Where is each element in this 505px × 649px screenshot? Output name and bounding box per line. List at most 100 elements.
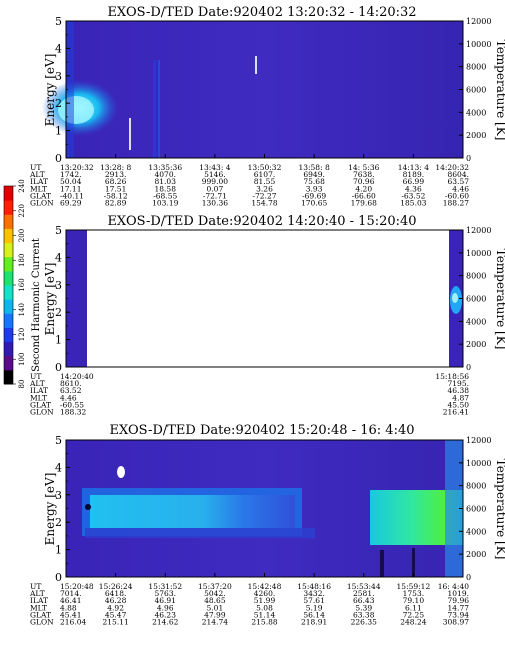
ephemeris-value: 3.93 — [306, 184, 323, 193]
panel-3-title: EXOS-D/TED Date:920402 15:20:48 - 16: 4:… — [110, 423, 415, 438]
y-tick-label: 0 — [55, 361, 62, 374]
ephemeris-value: 2581. — [353, 589, 374, 598]
panel-1-title: EXOS-D/TED Date:920402 13:20:32 - 14:20:… — [107, 5, 416, 20]
ephemeris-value: -72.27 — [252, 191, 276, 200]
y-tick-label: 2 — [55, 97, 62, 110]
y-tick-label: 3 — [55, 279, 62, 292]
panel-1-spike-1 — [129, 118, 131, 150]
panel-2-yticks: 0 1 2 3 4 5 — [55, 224, 70, 374]
y2-tick-label: 0 — [466, 154, 471, 163]
colorbar-swatch — [4, 256, 13, 272]
ephemeris-row-label: GLON — [30, 618, 54, 627]
panel-3-white-spot — [117, 466, 125, 478]
y2-tick-label: 8000 — [466, 482, 486, 491]
panel-3-ephemeris: UTALTILATMLTGLATGLON15:20:487014.46.414.… — [29, 573, 469, 627]
ephemeris-value: -40.11 — [60, 191, 84, 200]
panel-2-plot-area — [66, 230, 463, 367]
ephemeris-value: 5.08 — [256, 603, 273, 612]
y2-tick-label: 0 — [466, 573, 471, 582]
ephemeris-value: 46.38 — [448, 386, 470, 395]
panel-3-y2label: Temperature [K] — [494, 459, 505, 560]
ephemeris-value: 0.07 — [207, 184, 224, 193]
ephemeris-value: 14.77 — [448, 603, 470, 612]
panel-1-ephemeris: UTALTILATMLTGLATGLON13:20:321742.50.0417… — [29, 154, 469, 208]
y2-tick-label: 8000 — [466, 63, 486, 72]
ephemeris-value: 63.38 — [353, 610, 375, 619]
ephemeris-value: 46.41 — [60, 596, 81, 605]
ephemeris-value: 18.58 — [155, 184, 177, 193]
ephemeris-value: 50.04 — [60, 177, 82, 186]
colorbar-swatch — [4, 313, 13, 328]
panel-1-streak-2 — [158, 60, 160, 158]
panel-2-title: EXOS-D/TED Date:920402 14:20:40 - 15:20:… — [107, 214, 416, 229]
y2-tick-label: 6000 — [466, 295, 486, 304]
y-tick-label: 0 — [55, 152, 62, 165]
ephemeris-value: 46.28 — [105, 596, 127, 605]
ephemeris-value: 15:37:20 — [198, 582, 232, 591]
colorbar-label: Second Harmonic Current — [31, 238, 42, 372]
colorbar-swatch — [4, 228, 13, 244]
colorbar-swatch — [4, 341, 13, 357]
panel-1-y2ticks: 0 2000 4000 6000 8000 10000 12000 — [459, 17, 491, 163]
ephemeris-row-label: ILAT — [30, 177, 48, 186]
y2-tick-label: 2000 — [466, 131, 486, 140]
ephemeris-value: 13:20:32 — [60, 163, 94, 172]
panel-1-yticks: 0 1 2 3 4 5 — [55, 15, 70, 165]
panel-1-spike-2 — [255, 56, 257, 74]
ephemeris-value: 154.78 — [251, 199, 277, 208]
colorbar-tick-label: 160 — [18, 278, 26, 291]
y2-tick-label: 4000 — [466, 527, 486, 536]
ephemeris-value: 4.36 — [405, 184, 422, 193]
ephemeris-value: 5763. — [155, 589, 176, 598]
ephemeris-value: 188.32 — [60, 408, 86, 417]
ephemeris-value: 999.00 — [202, 177, 228, 186]
y-tick-label: 5 — [55, 15, 62, 28]
panel-2: EXOS-D/TED Date:920402 14:20:40 - 15:20:… — [29, 214, 505, 417]
ephemeris-value: 5.39 — [355, 603, 372, 612]
colorbar-swatch — [4, 270, 13, 286]
ephemeris-value: 14: 5:36 — [348, 163, 380, 172]
ephemeris-value: 15:48:16 — [297, 582, 331, 591]
panel-1-y2label: Temperature [K] — [494, 40, 505, 141]
ephemeris-value: -66.60 — [352, 191, 376, 200]
ephemeris-row-label: MLT — [30, 393, 47, 402]
ephemeris-value: 216.41 — [443, 408, 469, 417]
ephemeris-value: 68.26 — [105, 177, 127, 186]
ephemeris-value: 47.99 — [204, 610, 226, 619]
ephemeris-value: 15:42:48 — [248, 582, 282, 591]
ephemeris-value: 7195. — [448, 379, 469, 388]
ephemeris-value: 79.10 — [403, 596, 425, 605]
ephemeris-value: 69.29 — [60, 199, 82, 208]
ephemeris-value: 82.89 — [105, 199, 127, 208]
panel-3-dark-streak-2 — [412, 548, 415, 577]
panel-2-ylabel: Energy [eV] — [43, 263, 57, 336]
ephemeris-value: 4260. — [254, 589, 275, 598]
ephemeris-value: 188.27 — [443, 199, 469, 208]
ephemeris-value: 215.11 — [103, 618, 129, 627]
ephemeris-value: 13:50:32 — [248, 163, 282, 172]
panel-3-dark-streak — [380, 550, 384, 577]
ephemeris-value: 15:53:44 — [347, 582, 381, 591]
ephemeris-value: -68.55 — [153, 191, 177, 200]
panel-3-plot-area — [66, 440, 463, 577]
panel-1: EXOS-D/TED Date:920402 13:20:32 - 14:20:… — [29, 5, 505, 208]
ephemeris-value: 6107. — [254, 170, 275, 179]
colorbar-tick-label: 140 — [18, 303, 26, 316]
ephemeris-value: 8610. — [60, 379, 81, 388]
ephemeris-row-label: ALT — [29, 170, 45, 179]
ephemeris-value: 45.47 — [105, 610, 127, 619]
ephemeris-value: 170.65 — [301, 199, 327, 208]
y2-tick-label: 12000 — [466, 436, 491, 445]
ephemeris-value: 72.25 — [403, 610, 425, 619]
colorbar-ticks: 80 100 120 140 160 180 200 220 240 — [13, 179, 26, 388]
ephemeris-value: 5.19 — [306, 603, 323, 612]
ephemeris-value: 218.91 — [301, 618, 327, 627]
ephemeris-value: 46.23 — [155, 610, 177, 619]
ephemeris-value: 5146. — [204, 170, 225, 179]
ephemeris-value: 48.65 — [204, 596, 226, 605]
panel-3-band-lower — [85, 528, 315, 538]
y-tick-label: 3 — [55, 70, 62, 83]
colorbar-tick-label: 80 — [18, 380, 26, 389]
ephemeris-value: -69.69 — [302, 191, 326, 200]
ephemeris-value: 1019. — [448, 589, 469, 598]
